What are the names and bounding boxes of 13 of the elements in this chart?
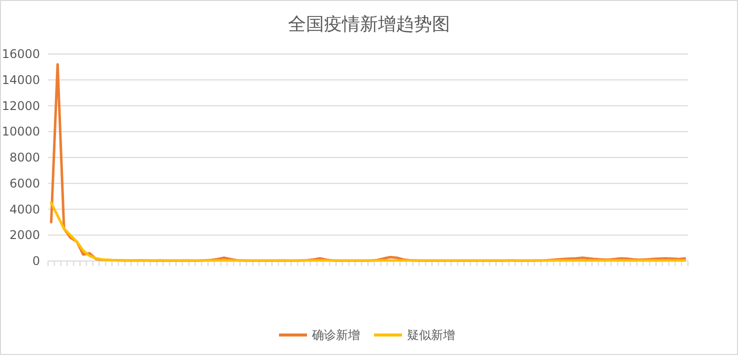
y-tick-label: 2000 (9, 228, 40, 242)
legend-label: 疑似新增 (407, 328, 455, 342)
y-tick-label: 6000 (9, 176, 40, 190)
y-tick-label: 8000 (9, 150, 40, 164)
y-tick-label: 4000 (9, 202, 40, 216)
line-series (50, 202, 686, 262)
y-tick-label: 14000 (2, 72, 40, 87)
y-tick-label: 10000 (2, 124, 40, 139)
y-tick-label: 0 (32, 254, 40, 268)
y-tick-label: 16000 (2, 47, 40, 61)
y-tick-label: 12000 (2, 98, 40, 113)
legend-label: 确诊新增 (311, 328, 360, 342)
chart-title: 全国疫情新增趋势图 (288, 14, 450, 35)
